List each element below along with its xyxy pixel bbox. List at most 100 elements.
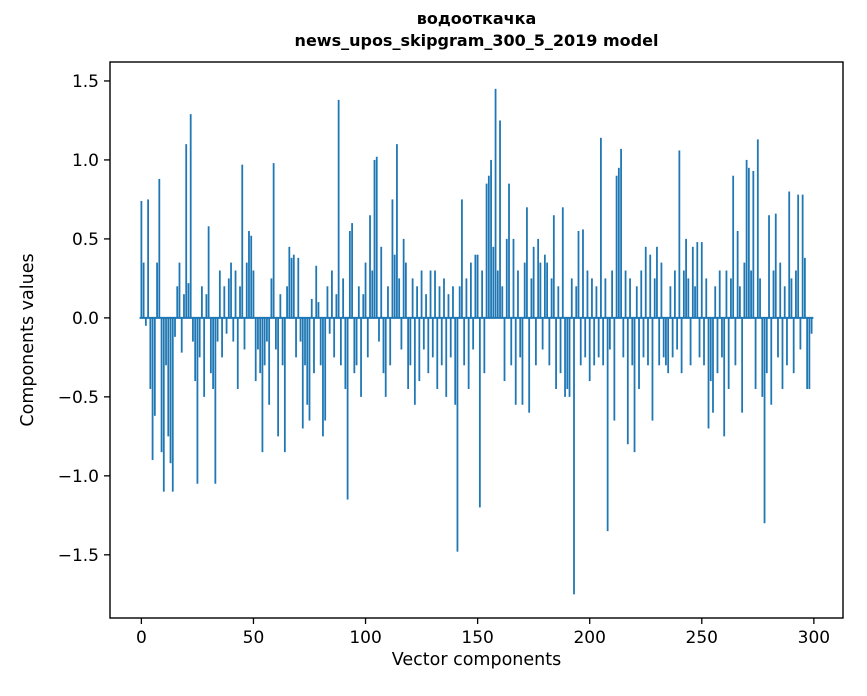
bar xyxy=(698,317,701,358)
x-axis-label: Vector components xyxy=(391,650,562,670)
bar xyxy=(310,298,313,318)
bar xyxy=(725,270,728,318)
bar xyxy=(281,317,284,366)
bar xyxy=(622,317,625,358)
bar xyxy=(142,262,145,318)
bar xyxy=(221,317,223,358)
bar xyxy=(700,242,703,318)
bar xyxy=(747,167,750,318)
bar xyxy=(620,148,622,318)
bar xyxy=(752,170,755,318)
bar xyxy=(326,286,329,318)
bar xyxy=(162,317,165,492)
bar xyxy=(449,317,452,358)
x-tick-label: 300 xyxy=(798,628,830,648)
bar xyxy=(792,317,795,374)
bar xyxy=(510,317,513,366)
bar xyxy=(577,231,580,318)
bar xyxy=(382,317,385,374)
bar xyxy=(496,270,499,318)
bar xyxy=(705,278,708,318)
bar xyxy=(481,270,483,318)
bar xyxy=(263,317,266,366)
bar xyxy=(644,246,647,318)
bar xyxy=(548,317,551,366)
bar xyxy=(770,317,773,405)
bar xyxy=(348,231,351,318)
bar xyxy=(398,278,401,318)
bar xyxy=(391,199,394,318)
bar xyxy=(512,238,515,318)
chart-subtitle: news_upos_skipgram_300_5_2019 model xyxy=(294,31,659,50)
bar xyxy=(248,231,250,318)
bar xyxy=(768,215,770,318)
bar xyxy=(254,317,257,382)
bar xyxy=(239,286,241,318)
bar xyxy=(523,262,526,318)
bar xyxy=(754,317,757,389)
bar xyxy=(714,286,717,318)
bar xyxy=(375,156,378,318)
bar xyxy=(252,270,255,318)
bar xyxy=(413,317,416,405)
bar xyxy=(499,120,501,318)
y-tick-label: 1.0 xyxy=(72,151,99,171)
bar xyxy=(317,302,320,318)
bar xyxy=(236,317,239,389)
bar xyxy=(140,201,143,318)
bar xyxy=(472,317,475,350)
bar xyxy=(149,317,152,389)
bar xyxy=(144,317,147,326)
bar xyxy=(295,317,297,358)
bar xyxy=(658,317,661,366)
bar xyxy=(447,294,450,318)
bar xyxy=(490,159,492,318)
bar xyxy=(665,317,667,366)
bar xyxy=(427,317,430,374)
bar xyxy=(543,254,546,318)
bar xyxy=(615,175,618,318)
bar xyxy=(378,317,380,342)
bar xyxy=(756,139,759,318)
bar xyxy=(591,278,593,318)
bar xyxy=(638,317,640,389)
bar xyxy=(738,286,741,318)
bar xyxy=(425,294,427,318)
bar xyxy=(678,150,681,318)
x-tick-label: 50 xyxy=(243,628,265,648)
bar xyxy=(176,286,179,318)
bar xyxy=(384,317,387,397)
bar xyxy=(573,317,575,595)
x-tick-label: 250 xyxy=(686,628,718,648)
bar xyxy=(400,317,403,350)
bar xyxy=(517,270,519,318)
bar xyxy=(465,278,468,318)
bar xyxy=(476,254,479,318)
bar xyxy=(203,317,206,397)
bar xyxy=(801,194,804,318)
bar xyxy=(759,278,761,318)
bar xyxy=(333,317,336,358)
bar xyxy=(241,164,244,318)
bar xyxy=(438,286,441,318)
bar xyxy=(584,317,587,358)
bar xyxy=(734,317,737,366)
bar xyxy=(266,317,268,342)
bar xyxy=(245,262,248,318)
bar xyxy=(270,278,273,318)
bar xyxy=(308,317,311,421)
bar xyxy=(351,223,353,318)
bar xyxy=(209,317,212,374)
bar xyxy=(582,229,584,318)
bar xyxy=(514,317,517,405)
bar xyxy=(306,317,309,405)
bar xyxy=(689,317,692,366)
bar xyxy=(600,137,602,318)
bar xyxy=(250,235,253,318)
bar xyxy=(212,317,215,389)
bar xyxy=(566,317,569,389)
bar xyxy=(550,278,553,318)
bar xyxy=(779,262,782,318)
bar xyxy=(335,294,338,318)
bar xyxy=(613,317,616,421)
